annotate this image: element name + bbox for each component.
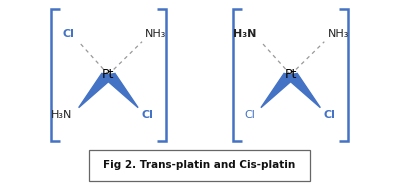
Text: NH₃: NH₃: [145, 29, 167, 39]
Text: Cl: Cl: [62, 29, 74, 39]
Text: Fig 2. Trans-platin and Cis-platin: Fig 2. Trans-platin and Cis-platin: [103, 160, 296, 170]
Text: Cl: Cl: [141, 110, 153, 120]
Polygon shape: [79, 73, 115, 108]
Text: Cl: Cl: [244, 110, 255, 120]
Polygon shape: [261, 73, 297, 108]
Polygon shape: [102, 73, 138, 108]
Text: Pt: Pt: [102, 68, 115, 81]
Text: Pt: Pt: [284, 68, 297, 81]
Polygon shape: [284, 73, 320, 108]
FancyBboxPatch shape: [89, 150, 310, 181]
Text: NH₃: NH₃: [328, 29, 349, 39]
Text: H₃N: H₃N: [233, 29, 256, 39]
Text: Cl: Cl: [324, 110, 336, 120]
Text: H₃N: H₃N: [51, 110, 73, 120]
